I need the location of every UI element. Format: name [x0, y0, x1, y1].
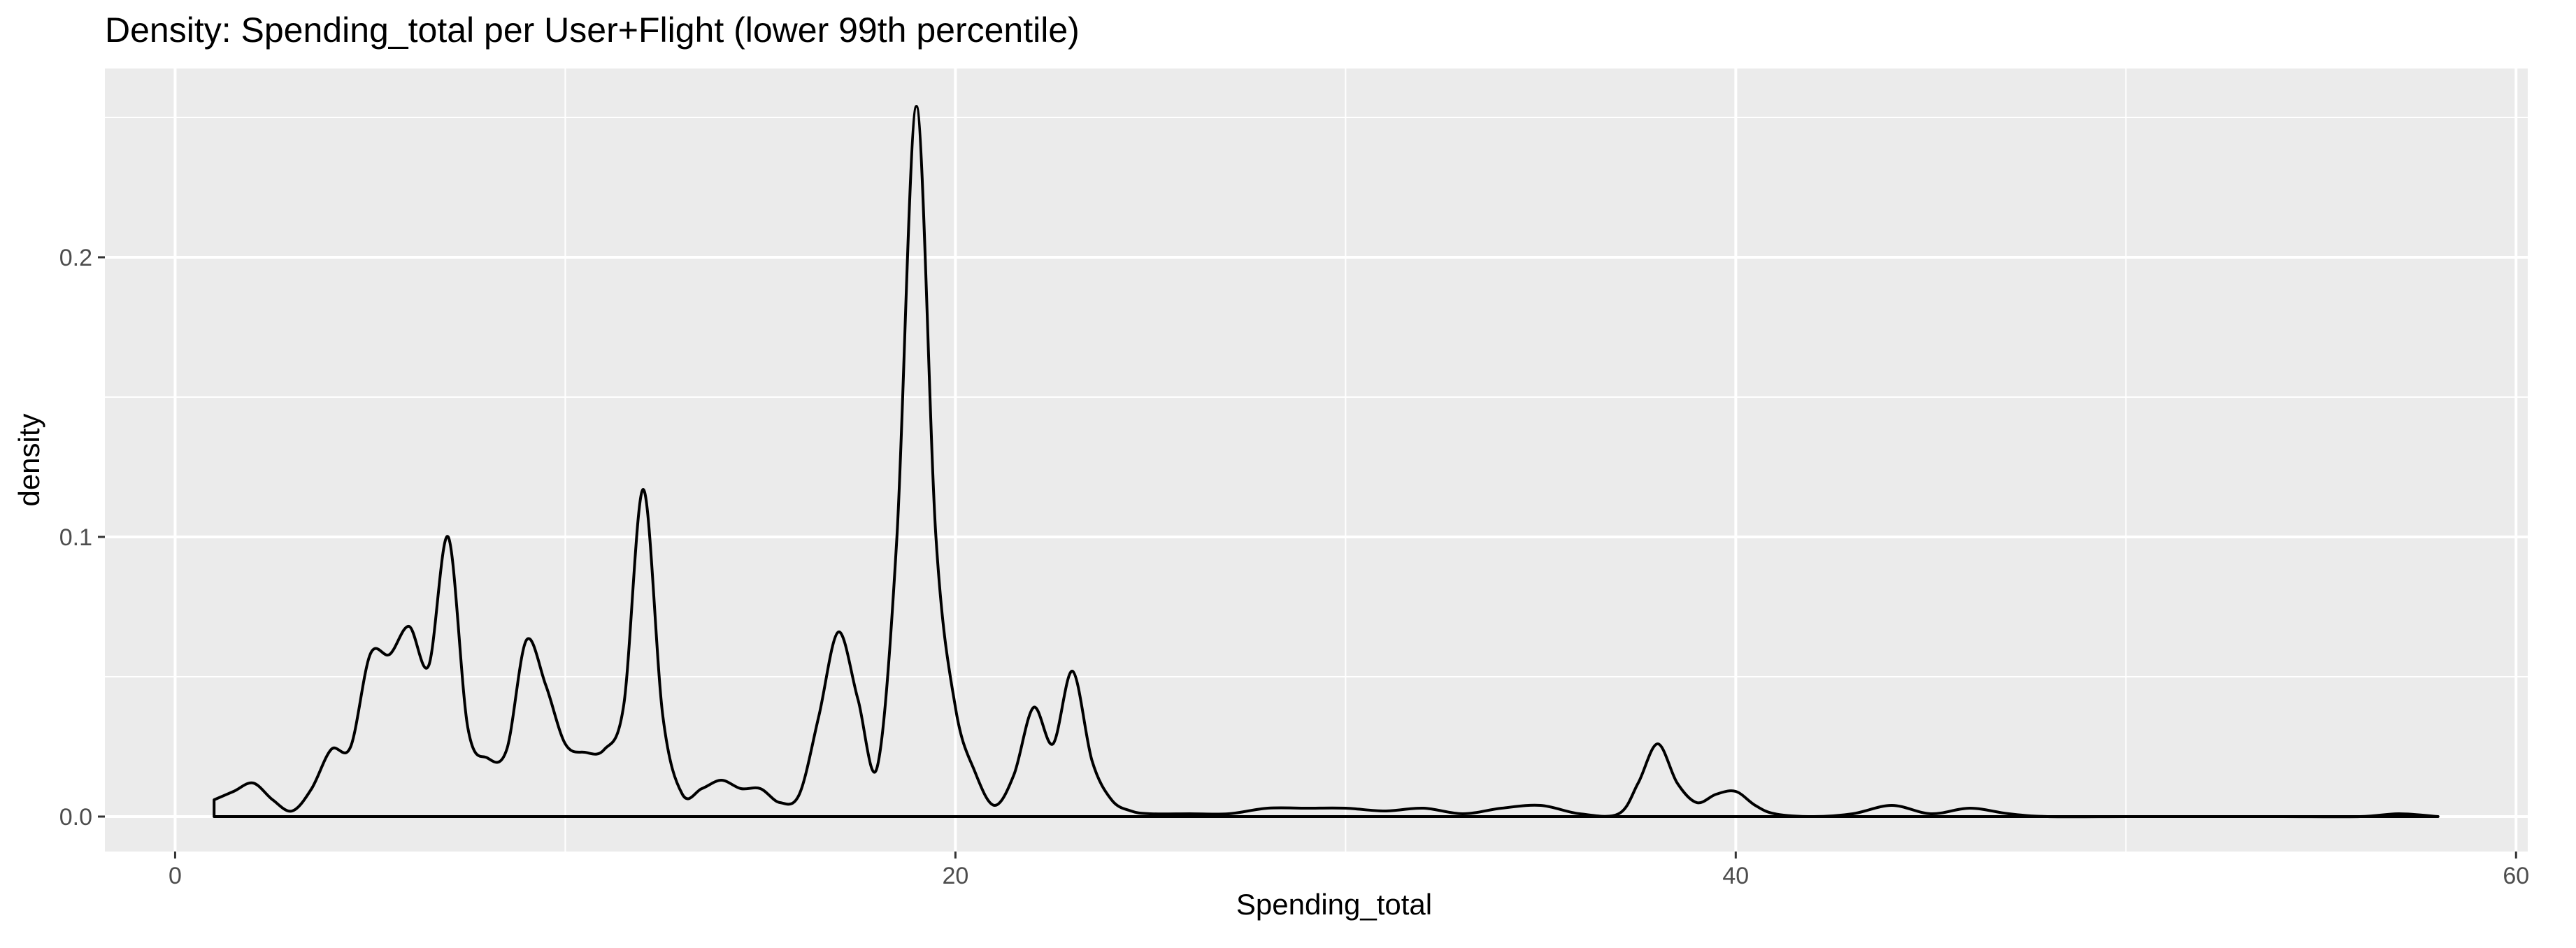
density-curve — [213, 105, 2440, 819]
y-axis-title: density — [13, 413, 45, 506]
x-tick-label: 40 — [1722, 863, 1749, 889]
y-tick-label: 0.1 — [59, 524, 92, 551]
y-tick-label: 0.2 — [59, 245, 92, 271]
chart-title: Density: Spending_total per User+Flight … — [105, 10, 1080, 50]
y-tick-label: 0.0 — [59, 804, 92, 831]
x-tick-label: 0 — [169, 863, 182, 889]
grid-minor — [105, 69, 2528, 852]
x-tick-label: 60 — [2503, 863, 2529, 889]
x-axis: 0 20 40 60 — [169, 852, 2529, 889]
plot-panel — [105, 69, 2528, 852]
x-tick-label: 20 — [942, 863, 968, 889]
y-axis: 0.0 0.1 0.2 — [59, 245, 105, 831]
x-axis-title: Spending_total — [1236, 888, 1432, 921]
